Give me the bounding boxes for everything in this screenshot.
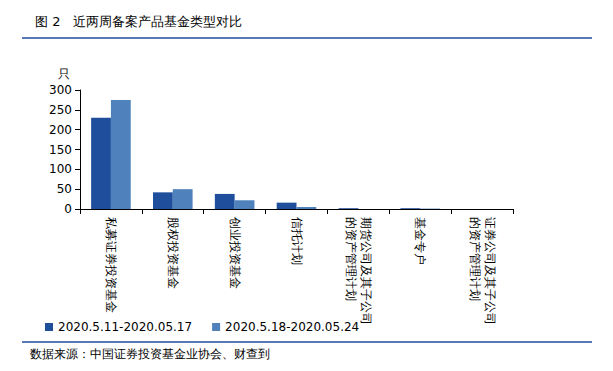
svg-text:150: 150 [49, 143, 72, 157]
svg-text:创业投资基金: 创业投资基金 [228, 217, 242, 289]
svg-text:图 2 近两周备案产品基金类型对比: 图 2 近两周备案产品基金类型对比 [35, 14, 242, 29]
svg-text:0: 0 [64, 202, 72, 216]
svg-text:只: 只 [58, 67, 70, 81]
svg-text:期货公司及其子公司: 期货公司及其子公司 [359, 217, 373, 325]
svg-text:300: 300 [49, 83, 72, 97]
svg-text:私募证券投资基金: 私募证券投资基金 [104, 217, 118, 313]
svg-text:股权投资基金: 股权投资基金 [166, 217, 180, 289]
svg-text:2020.5.18-2020.05.24: 2020.5.18-2020.05.24 [225, 320, 359, 334]
svg-text:数据来源：中国证券投资基金业协会、财查到: 数据来源：中国证券投资基金业协会、财查到 [30, 347, 270, 361]
svg-text:的资产管理计划: 的资产管理计划 [344, 217, 358, 301]
svg-text:100: 100 [49, 162, 72, 176]
svg-text:基金专户: 基金专户 [413, 217, 427, 265]
svg-text:200: 200 [49, 123, 72, 137]
svg-text:信托计划: 信托计划 [290, 217, 304, 265]
svg-text:的资产管理计划: 的资产管理计划 [468, 217, 482, 301]
svg-text:证券公司及其子公司: 证券公司及其子公司 [483, 217, 497, 325]
svg-text:250: 250 [49, 103, 72, 117]
svg-text:50: 50 [57, 182, 72, 196]
svg-text:2020.5.11-2020.05.17: 2020.5.11-2020.05.17 [58, 320, 192, 334]
